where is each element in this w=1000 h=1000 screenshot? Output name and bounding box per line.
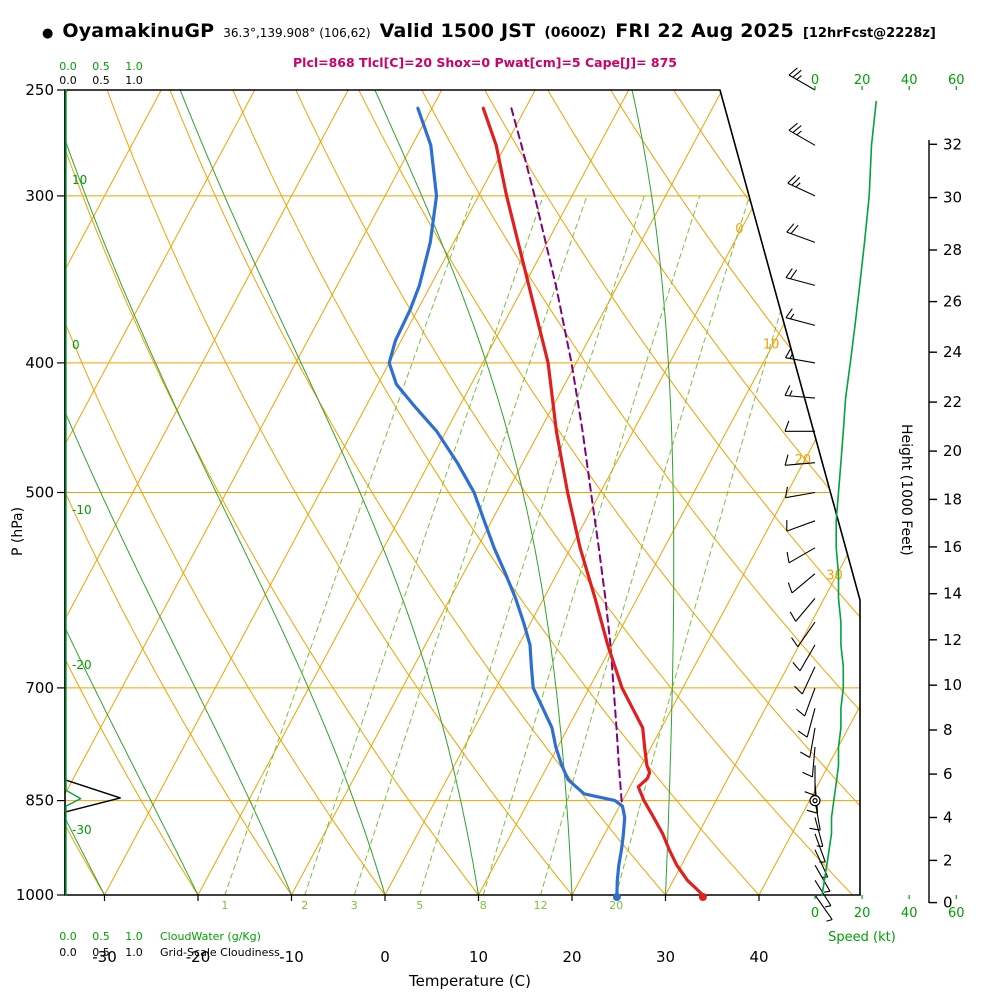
- svg-text:Height (1000 Feet): Height (1000 Feet): [898, 424, 914, 556]
- svg-text:700: 700: [25, 679, 54, 697]
- svg-text:8: 8: [943, 721, 953, 739]
- wind-speed-profile: [821, 100, 878, 896]
- svg-text:1.0: 1.0: [125, 930, 143, 943]
- svg-text:24: 24: [943, 343, 962, 361]
- svg-text:40: 40: [901, 906, 918, 921]
- stability-indices: Plcl=868 Tlcl[C]=20 Shox=0 Pwat[cm]=5 Ca…: [293, 55, 677, 70]
- svg-text:1.0: 1.0: [125, 946, 143, 959]
- temperature-surface-dot: [698, 893, 707, 901]
- svg-text:-10: -10: [72, 503, 92, 517]
- svg-text:20: 20: [854, 906, 871, 921]
- svg-text:0.5: 0.5: [92, 74, 110, 87]
- svg-text:20: 20: [854, 73, 871, 88]
- svg-text:16: 16: [943, 538, 962, 556]
- svg-text:0.0: 0.0: [59, 60, 77, 73]
- svg-text:30: 30: [943, 189, 962, 207]
- svg-text:0.0: 0.0: [59, 74, 77, 87]
- svg-text:40: 40: [901, 73, 918, 88]
- skewt-background: [65, 90, 860, 895]
- svg-text:20: 20: [609, 899, 623, 912]
- svg-text:Grid-Scale Cloudiness: Grid-Scale Cloudiness: [160, 946, 280, 959]
- svg-text:30: 30: [656, 948, 675, 966]
- dewpoint-curve: [387, 106, 627, 895]
- svg-text:-30: -30: [92, 948, 117, 966]
- valid-utc: (0600Z): [544, 25, 607, 41]
- svg-text:6: 6: [943, 765, 953, 783]
- temperature-curve: [481, 106, 705, 895]
- svg-text:5: 5: [416, 899, 423, 912]
- svg-text:1: 1: [221, 899, 228, 912]
- svg-text:850: 850: [25, 792, 54, 810]
- svg-text:40: 40: [749, 948, 768, 966]
- station-bullet-icon: ●: [42, 26, 54, 41]
- svg-text:26: 26: [943, 293, 962, 311]
- svg-text:0.5: 0.5: [92, 930, 110, 943]
- svg-text:22: 22: [943, 393, 962, 411]
- svg-text:1000: 1000: [16, 886, 54, 904]
- station-name: OyamakinuGP: [62, 20, 215, 42]
- svg-text:20: 20: [562, 948, 581, 966]
- station-coords: 36.3°,139.908° (106,62): [223, 26, 371, 40]
- valid-date: FRI 22 Aug 2025: [615, 20, 794, 42]
- svg-text:0.0: 0.0: [59, 930, 77, 943]
- forecast-tag: [12hrFcst@2228z]: [802, 26, 936, 41]
- svg-text:500: 500: [25, 484, 54, 502]
- svg-text:-20: -20: [186, 948, 211, 966]
- svg-text:14: 14: [943, 585, 962, 603]
- title-bar: ● OyamakinuGP 36.3°,139.908° (106,62) Va…: [42, 20, 992, 42]
- svg-text:0: 0: [380, 948, 390, 966]
- svg-text:20: 20: [943, 442, 962, 460]
- svg-text:0.5: 0.5: [92, 946, 110, 959]
- svg-text:0: 0: [943, 894, 953, 912]
- svg-text:12: 12: [943, 631, 962, 649]
- svg-text:10: 10: [469, 948, 488, 966]
- svg-text:0.5: 0.5: [92, 60, 110, 73]
- svg-text:CloudWater (g/Kg): CloudWater (g/Kg): [160, 930, 261, 943]
- svg-text:20: 20: [795, 453, 812, 468]
- svg-text:60: 60: [948, 906, 965, 921]
- svg-text:2: 2: [301, 899, 308, 912]
- svg-text:0.0: 0.0: [59, 946, 77, 959]
- svg-text:0: 0: [811, 73, 819, 88]
- svg-text:Temperature (C): Temperature (C): [408, 972, 531, 990]
- svg-text:10: 10: [72, 173, 87, 187]
- svg-text:2: 2: [943, 851, 953, 869]
- svg-text:-20: -20: [72, 658, 92, 672]
- svg-text:10: 10: [763, 338, 780, 353]
- wind-barbs: [784, 67, 833, 922]
- svg-text:Speed (kt): Speed (kt): [828, 930, 896, 945]
- valid-time: Valid 1500 JST: [379, 20, 536, 42]
- svg-text:300: 300: [25, 187, 54, 205]
- svg-text:10: 10: [943, 676, 962, 694]
- svg-text:P (hPa): P (hPa): [10, 507, 26, 556]
- cloudiness-profile: [64, 89, 122, 896]
- svg-text:32: 32: [943, 135, 962, 153]
- svg-text:0: 0: [735, 222, 743, 237]
- dewpoint-surface-dot: [612, 893, 621, 901]
- svg-text:8: 8: [480, 899, 487, 912]
- svg-text:0: 0: [72, 338, 80, 352]
- svg-text:4: 4: [943, 809, 953, 827]
- svg-text:250: 250: [25, 81, 54, 99]
- parcel-curve: [510, 107, 626, 814]
- svg-text:1.0: 1.0: [125, 74, 143, 87]
- svg-text:0: 0: [811, 906, 819, 921]
- svg-text:3: 3: [351, 899, 358, 912]
- cloudwater-profile: [65, 89, 82, 896]
- station-marker-icon: [809, 795, 821, 807]
- svg-text:30: 30: [826, 569, 843, 584]
- svg-text:-10: -10: [279, 948, 304, 966]
- svg-text:1.0: 1.0: [125, 60, 143, 73]
- svg-text:-30: -30: [72, 823, 92, 837]
- svg-text:60: 60: [948, 73, 965, 88]
- svg-text:28: 28: [943, 241, 962, 259]
- svg-text:12: 12: [534, 899, 548, 912]
- svg-text:400: 400: [25, 354, 54, 372]
- svg-text:18: 18: [943, 490, 962, 508]
